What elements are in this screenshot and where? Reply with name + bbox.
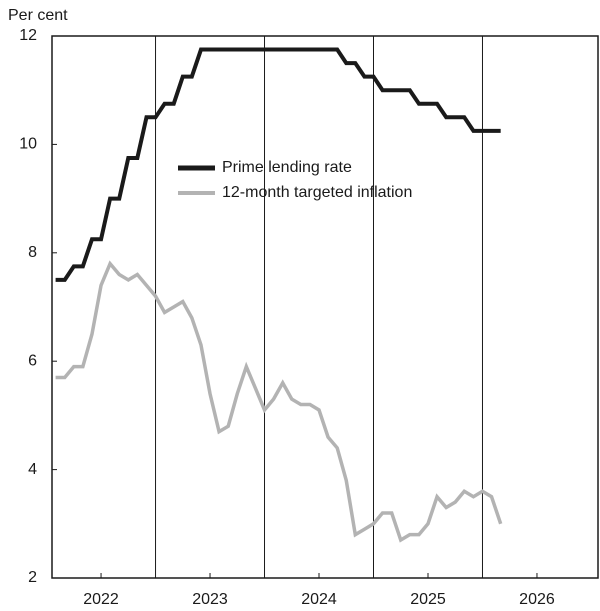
x-tick-label: 2024 [301,591,337,608]
x-tick-label: 2026 [519,591,555,608]
y-tick-label: 8 [28,244,37,261]
y-tick-label: 4 [28,461,37,478]
series-line [55,260,503,543]
y-tick-label: 12 [19,27,37,44]
x-tick-label: 2023 [192,591,228,608]
series-line [55,47,501,282]
y-tick-label: 6 [28,352,37,369]
legend-label: Prime lending rate [222,159,352,176]
y-tick-label: 10 [19,136,37,153]
y-tick-label: 2 [28,569,37,586]
plot-frame [51,35,599,579]
x-tick-label: 2022 [83,591,119,608]
y-axis-label: Per cent [8,7,68,24]
x-tick-label: 2025 [410,591,446,608]
legend-label: 12-month targeted inflation [222,184,412,201]
